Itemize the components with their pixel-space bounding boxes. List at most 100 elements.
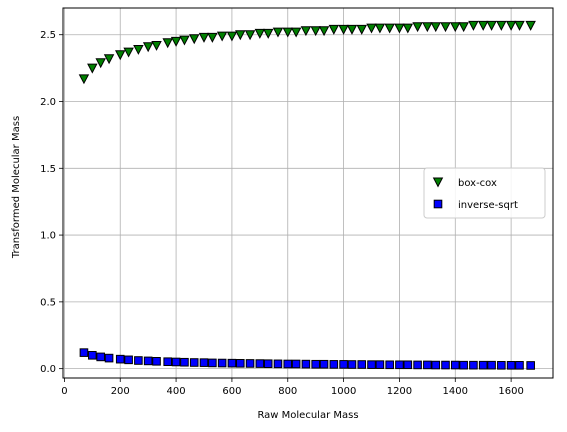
data-point — [458, 22, 469, 33]
y-axis-label: Transformed Molecular Mass — [11, 116, 22, 259]
data-point — [496, 20, 507, 31]
legend-label: box-cox — [458, 178, 497, 189]
data-point — [207, 32, 218, 43]
data-point — [487, 360, 496, 370]
y-tick-label: 0.0 — [40, 364, 56, 375]
x-tick-label: 600 — [222, 386, 241, 397]
data-point — [96, 352, 105, 362]
data-point — [142, 42, 154, 53]
data-point — [301, 359, 311, 369]
data-point — [412, 22, 423, 33]
data-point — [430, 22, 441, 33]
data-point — [227, 358, 237, 368]
data-point — [423, 360, 432, 370]
data-point — [450, 22, 461, 33]
data-point — [235, 359, 245, 368]
data-point — [199, 358, 209, 367]
data-point — [162, 38, 173, 49]
data-point — [170, 36, 182, 47]
data-point — [346, 24, 358, 35]
data-point — [163, 357, 173, 367]
data-point — [395, 360, 404, 370]
data-point — [133, 44, 144, 55]
data-point — [290, 27, 302, 38]
data-point — [338, 24, 349, 35]
data-point — [478, 360, 488, 370]
data-point — [450, 360, 460, 370]
data-point — [506, 361, 516, 370]
data-point — [319, 359, 329, 369]
data-point — [88, 350, 97, 360]
data-point — [235, 30, 246, 41]
data-point — [385, 360, 394, 370]
data-point — [477, 20, 489, 31]
data-point — [468, 20, 479, 31]
data-point — [514, 20, 525, 31]
legend: box-cox inverse-sqrt — [423, 167, 546, 219]
data-point — [255, 359, 265, 368]
data-point — [394, 23, 405, 34]
x-tick-label: 1400 — [443, 386, 468, 397]
x-tick-label: 0 — [61, 386, 67, 397]
data-point — [180, 357, 189, 367]
data-point — [262, 28, 274, 39]
data-point — [366, 23, 377, 34]
data-point — [123, 47, 134, 58]
x-tick-label: 400 — [167, 386, 186, 397]
data-point — [189, 358, 199, 367]
x-tick-label: 1600 — [498, 386, 523, 397]
y-tick-label: 2.5 — [40, 30, 56, 41]
x-tick-label: 200 — [111, 386, 130, 397]
data-point — [226, 31, 238, 42]
data-point — [384, 23, 395, 34]
data-point — [431, 360, 441, 370]
x-tick-label: 1200 — [387, 386, 412, 397]
data-points — [78, 20, 536, 370]
data-point — [356, 24, 367, 35]
data-point — [367, 360, 376, 369]
series-inverse-sqrt — [79, 348, 535, 370]
data-point — [179, 35, 190, 46]
data-point — [188, 34, 200, 45]
data-point — [374, 23, 386, 34]
data-point — [441, 360, 450, 370]
data-point — [95, 58, 106, 69]
data-point — [103, 54, 115, 65]
data-point — [134, 356, 143, 365]
data-point — [329, 360, 339, 369]
data-point — [208, 358, 217, 368]
data-point — [311, 359, 320, 369]
data-point — [515, 361, 524, 370]
plot-area-frame — [62, 7, 554, 379]
axis-ticks: 0 200 400 600 800 1000 1200 1400 1600 0.0 0.5 1.0 1.… — [40, 30, 524, 397]
data-point — [469, 360, 478, 370]
data-point — [143, 356, 153, 366]
data-point — [104, 353, 114, 363]
data-point — [440, 22, 451, 33]
data-point — [403, 360, 413, 370]
data-point — [115, 354, 125, 364]
data-point — [198, 32, 210, 43]
data-point — [497, 361, 506, 370]
data-point — [422, 22, 433, 33]
x-tick-label: 800 — [278, 386, 297, 397]
data-point — [124, 355, 133, 365]
y-tick-label: 2.0 — [40, 97, 56, 108]
data-point — [78, 74, 90, 85]
data-point — [272, 27, 284, 38]
data-point — [244, 30, 256, 41]
data-point — [273, 359, 283, 369]
data-point — [152, 357, 161, 366]
data-point — [525, 20, 536, 31]
data-point — [526, 361, 535, 370]
data-point — [245, 359, 255, 368]
data-point — [283, 359, 293, 369]
y-tick-label: 0.5 — [40, 297, 56, 308]
data-point — [263, 359, 273, 369]
data-point — [459, 360, 468, 370]
x-tick-label: 1000 — [331, 386, 356, 397]
data-point — [375, 360, 385, 369]
data-point — [347, 360, 357, 369]
data-point — [79, 348, 89, 357]
data-point — [413, 360, 422, 370]
